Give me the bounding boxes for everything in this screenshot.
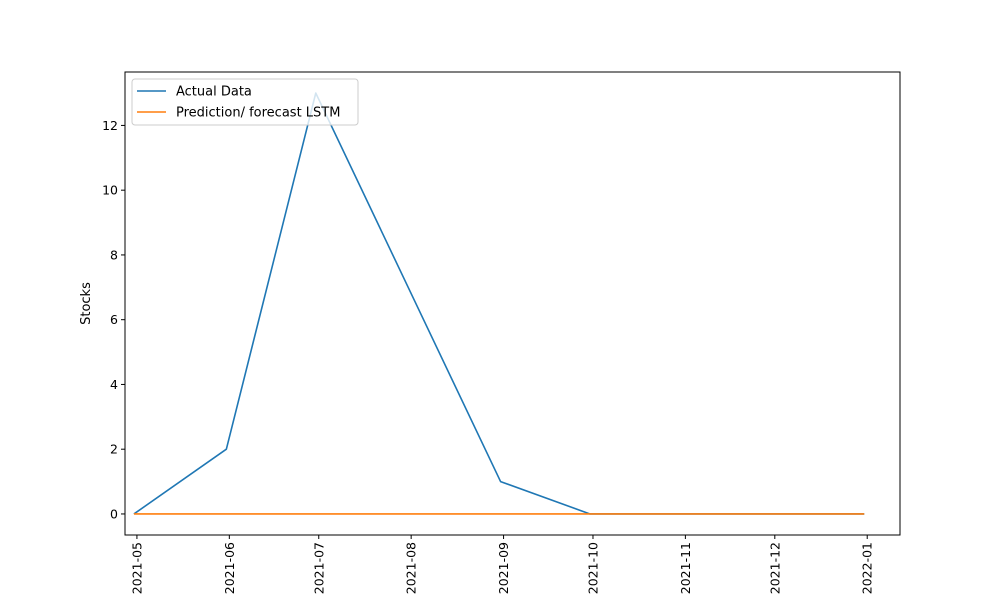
x-tick-label: 2021-08 [404, 542, 419, 594]
x-tick-label: 2021-10 [585, 542, 600, 594]
y-axis-title: Stocks [79, 282, 94, 325]
series-layer [133, 92, 865, 515]
x-tick-label: 2021-11 [678, 542, 693, 594]
legend-label-1: Prediction/ forecast LSTM [176, 106, 340, 121]
x-tick-label: 2021-07 [311, 542, 326, 594]
y-axis: 0 2 4 6 8 10 12 [102, 118, 125, 521]
x-axis: 2021-05 2021-06 2021-07 2021-08 2021-09 2021-… [129, 535, 875, 594]
x-tick-label: 2021-09 [496, 542, 511, 594]
y-tick-label: 0 [110, 506, 118, 521]
axes-frame [124, 71, 901, 536]
series-line-0 [133, 92, 865, 515]
x-tick-label: 2022-01 [860, 542, 875, 594]
x-tick-label: 2021-06 [222, 542, 237, 594]
y-tick-label: 10 [102, 183, 118, 198]
legend-label-0: Actual Data [176, 85, 252, 100]
legend-box [131, 78, 359, 126]
y-tick-label: 6 [110, 312, 118, 327]
legend: Actual Data Prediction/ forecast LSTM [131, 78, 359, 126]
y-tick-label: 8 [110, 247, 118, 262]
x-tick-label: 2021-05 [129, 542, 144, 594]
y-tick-label: 2 [110, 442, 118, 457]
x-tick-label: 2021-12 [767, 542, 782, 594]
y-tick-label: 4 [110, 377, 118, 392]
y-tick-label: 12 [102, 118, 118, 133]
